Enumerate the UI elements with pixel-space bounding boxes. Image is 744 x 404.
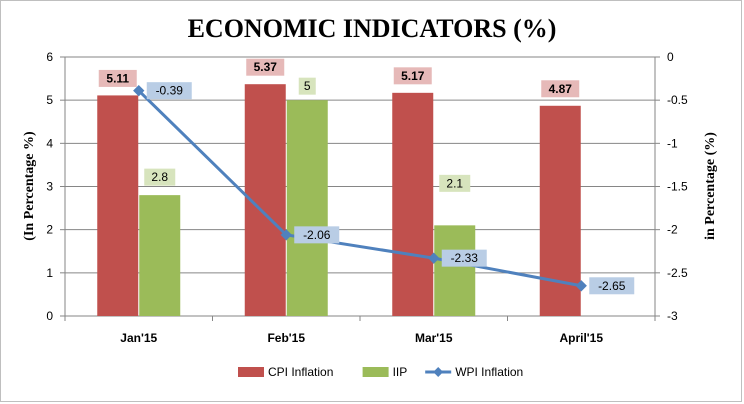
x-category-label: April'15 (559, 331, 603, 345)
data-label-wpi-inflation: -0.39 (156, 84, 184, 98)
y-right-tick-label: -1 (667, 136, 678, 150)
data-label-cpi-inflation-bg (246, 58, 285, 76)
y-left-tick-label: 3 (46, 180, 53, 194)
data-label-iip: 2.1 (446, 176, 463, 190)
bar-iip (434, 225, 476, 316)
y-right-tick-label: -0.5 (667, 93, 688, 107)
data-label-wpi-inflation: -2.65 (598, 279, 626, 293)
legend-marker (433, 367, 444, 377)
chart-title: ECONOMIC INDICATORS (%) (188, 14, 557, 43)
y-axis-left-title: (In Percentage %) (22, 131, 37, 241)
data-label-wpi-inflation: -2.06 (303, 228, 331, 242)
x-category-label: Feb'15 (267, 331, 305, 345)
data-label-cpi-inflation: 5.17 (401, 69, 425, 83)
legend-label: WPI Inflation (455, 365, 523, 379)
data-label-cpi-inflation: 5.37 (254, 60, 278, 74)
data-label-cpi-inflation-bg (98, 69, 137, 87)
y-left-tick-label: 2 (46, 223, 53, 237)
legend-swatch (362, 367, 389, 377)
y-left-tick-label: 4 (46, 136, 53, 150)
wpi-line (133, 85, 587, 292)
bar-cpi-inflation (97, 95, 139, 316)
data-label-cpi-inflation: 4.87 (549, 82, 573, 96)
data-label-iip: 2.8 (151, 170, 168, 184)
wpi-point-marker (575, 280, 587, 292)
legend-label: IIP (393, 365, 408, 379)
wpi-point-marker (428, 252, 440, 264)
data-label-wpi-inflation-bg (294, 226, 340, 244)
y-axis-right-title: in Percentage (%) (703, 132, 718, 240)
legend-label: CPI Inflation (268, 365, 333, 379)
axes: 0 1 2 3 4 5 6 0 -0.5 -1 -1.5 -2 -2.5 -3 Jan'15 Feb'15 Ma… (46, 50, 688, 345)
legend: CPI Inflation IIP WPI Inflation (238, 365, 523, 379)
y-right-tick-label: -2.5 (667, 266, 688, 280)
bar-iip (139, 195, 181, 316)
wpi-series-line (137, 89, 582, 288)
x-category-label: Mar'15 (415, 331, 453, 345)
data-label-cpi-inflation: 5.11 (106, 71, 129, 85)
y-right-tick-label: 0 (667, 50, 674, 64)
data-label-cpi-inflation-bg (541, 80, 580, 98)
y-left-tick-label: 6 (46, 50, 53, 64)
data-label-iip-bg (298, 77, 316, 95)
y-right-tick-label: -3 (667, 309, 678, 323)
legend-swatch (238, 367, 264, 377)
data-label-iip-bg (439, 174, 471, 192)
bar-iip (286, 100, 328, 317)
y-right-tick-label: -2 (667, 223, 678, 237)
y-left-tick-label: 5 (46, 93, 53, 107)
data-label-iip: 5 (304, 79, 311, 93)
y-right-tick-label: -1.5 (667, 180, 688, 194)
data-label-wpi-inflation: -2.33 (451, 251, 479, 265)
data-label-wpi-inflation-bg (589, 277, 635, 295)
data-label-iip-bg (144, 168, 176, 186)
x-category-label: Jan'15 (120, 331, 157, 345)
y-left-tick-label: 0 (46, 309, 53, 323)
data-label-cpi-inflation-bg (393, 67, 432, 85)
data-label-wpi-inflation-bg (146, 82, 192, 100)
data-label-wpi-inflation-bg (441, 249, 487, 267)
data-labels: 5.11 5.37 5.17 4.87 2.8 5 2.1 -0.39 -2.06 -2.33 -2… (98, 58, 635, 295)
y-left-tick-label: 1 (46, 266, 53, 280)
bar-cpi-inflation (392, 92, 434, 316)
wpi-point-marker (280, 229, 292, 241)
